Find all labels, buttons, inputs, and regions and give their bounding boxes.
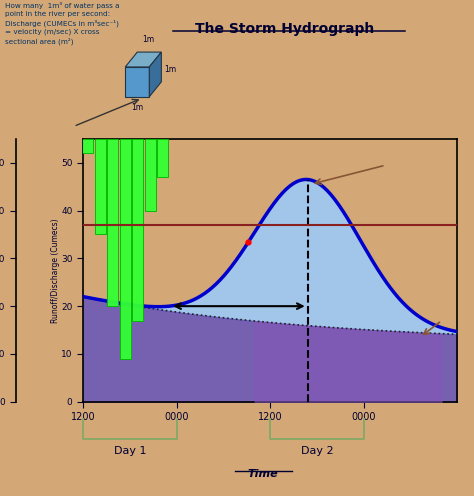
Bar	[119, 139, 130, 359]
Text: How many  1m³ of water pass a
point in the river per second:
Discharge (CUMECs i: How many 1m³ of water pass a point in th…	[5, 2, 119, 45]
Text: Day 1: Day 1	[113, 446, 146, 456]
Bar	[95, 139, 106, 235]
Polygon shape	[125, 52, 161, 67]
Bar	[107, 139, 118, 306]
Bar	[157, 139, 168, 177]
Bar	[82, 139, 93, 153]
Polygon shape	[125, 67, 149, 97]
Text: The Storm Hydrograph: The Storm Hydrograph	[195, 22, 374, 36]
Polygon shape	[149, 52, 161, 97]
Bar	[132, 139, 143, 320]
Text: Day 2: Day 2	[301, 446, 333, 456]
Text: 1m: 1m	[164, 65, 176, 74]
Y-axis label: Runoff/Discharge (Cumecs): Runoff/Discharge (Cumecs)	[51, 218, 60, 322]
Bar	[145, 139, 155, 211]
Text: 1m: 1m	[131, 103, 143, 112]
Text: Time: Time	[248, 469, 278, 479]
Text: 1m: 1m	[142, 35, 154, 44]
